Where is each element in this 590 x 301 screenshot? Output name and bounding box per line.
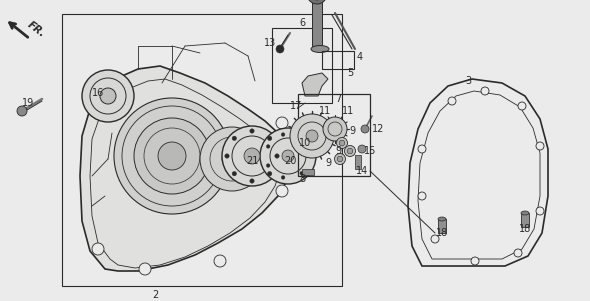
Text: 12: 12	[372, 124, 384, 134]
Circle shape	[250, 179, 254, 183]
Circle shape	[481, 87, 489, 95]
Circle shape	[200, 127, 264, 191]
Bar	[272, 28, 332, 103]
Circle shape	[431, 235, 439, 243]
Circle shape	[335, 154, 346, 165]
Circle shape	[536, 142, 544, 150]
Circle shape	[418, 192, 426, 200]
Circle shape	[92, 95, 104, 107]
Circle shape	[222, 126, 282, 186]
Circle shape	[306, 130, 318, 142]
Circle shape	[471, 257, 479, 265]
Text: 18: 18	[436, 228, 448, 238]
Text: 17: 17	[290, 101, 302, 111]
Circle shape	[139, 263, 151, 275]
Bar	[355, 155, 361, 169]
Circle shape	[336, 138, 348, 148]
Circle shape	[222, 149, 242, 169]
Circle shape	[134, 118, 210, 194]
Circle shape	[339, 140, 345, 146]
Circle shape	[266, 164, 270, 167]
Text: 16: 16	[92, 88, 104, 98]
Circle shape	[514, 249, 522, 257]
Circle shape	[358, 145, 366, 153]
Bar	[312, 0, 322, 46]
Circle shape	[323, 117, 347, 141]
Circle shape	[307, 0, 327, 4]
Circle shape	[345, 145, 356, 157]
Circle shape	[100, 88, 116, 104]
Text: 15: 15	[364, 146, 376, 156]
Circle shape	[267, 172, 272, 176]
Bar	[302, 169, 314, 175]
Ellipse shape	[521, 211, 529, 215]
Bar	[438, 219, 446, 233]
Text: 2: 2	[152, 290, 158, 300]
Circle shape	[82, 70, 134, 122]
Circle shape	[536, 207, 544, 215]
Circle shape	[260, 128, 316, 184]
Text: 11: 11	[319, 106, 331, 116]
Text: 9: 9	[325, 158, 331, 168]
Circle shape	[276, 45, 284, 53]
Circle shape	[275, 154, 279, 158]
Text: 18: 18	[519, 224, 531, 234]
Bar	[322, 51, 354, 69]
Bar	[62, 14, 342, 286]
Text: 5: 5	[347, 68, 353, 78]
Bar	[298, 94, 370, 176]
Circle shape	[300, 137, 303, 141]
Text: 10: 10	[299, 138, 311, 148]
Circle shape	[267, 136, 272, 141]
Circle shape	[282, 150, 294, 162]
Circle shape	[300, 171, 303, 175]
Circle shape	[244, 148, 260, 164]
Circle shape	[232, 136, 237, 141]
Circle shape	[361, 125, 369, 133]
Text: 4: 4	[357, 52, 363, 62]
Bar	[521, 213, 529, 227]
Circle shape	[337, 156, 343, 162]
Text: 9: 9	[335, 146, 341, 156]
Text: 21: 21	[246, 156, 258, 166]
Ellipse shape	[438, 217, 446, 221]
Text: 19: 19	[22, 98, 34, 108]
Circle shape	[290, 114, 334, 158]
Polygon shape	[302, 73, 328, 96]
Ellipse shape	[311, 45, 329, 52]
Text: 6: 6	[299, 18, 305, 28]
Circle shape	[281, 176, 285, 179]
Circle shape	[250, 129, 254, 133]
Circle shape	[114, 98, 230, 214]
Text: 9: 9	[349, 126, 355, 136]
Text: 11: 11	[342, 106, 354, 116]
Circle shape	[276, 185, 288, 197]
Text: 20: 20	[284, 156, 296, 166]
Circle shape	[448, 97, 456, 105]
Circle shape	[17, 106, 27, 116]
Circle shape	[418, 145, 426, 153]
Circle shape	[92, 243, 104, 255]
Circle shape	[518, 102, 526, 110]
Circle shape	[281, 133, 285, 136]
Circle shape	[158, 142, 186, 170]
Circle shape	[276, 117, 288, 129]
Circle shape	[266, 145, 270, 148]
Circle shape	[347, 148, 353, 154]
Text: 14: 14	[356, 166, 368, 176]
Text: FR.: FR.	[26, 19, 47, 39]
Text: 13: 13	[264, 38, 276, 48]
Text: 3: 3	[465, 76, 471, 86]
Circle shape	[214, 255, 226, 267]
Circle shape	[225, 154, 229, 158]
Text: 7: 7	[335, 94, 341, 104]
Circle shape	[308, 154, 312, 158]
Circle shape	[232, 172, 237, 176]
Polygon shape	[80, 66, 292, 271]
Text: 8: 8	[299, 174, 305, 184]
